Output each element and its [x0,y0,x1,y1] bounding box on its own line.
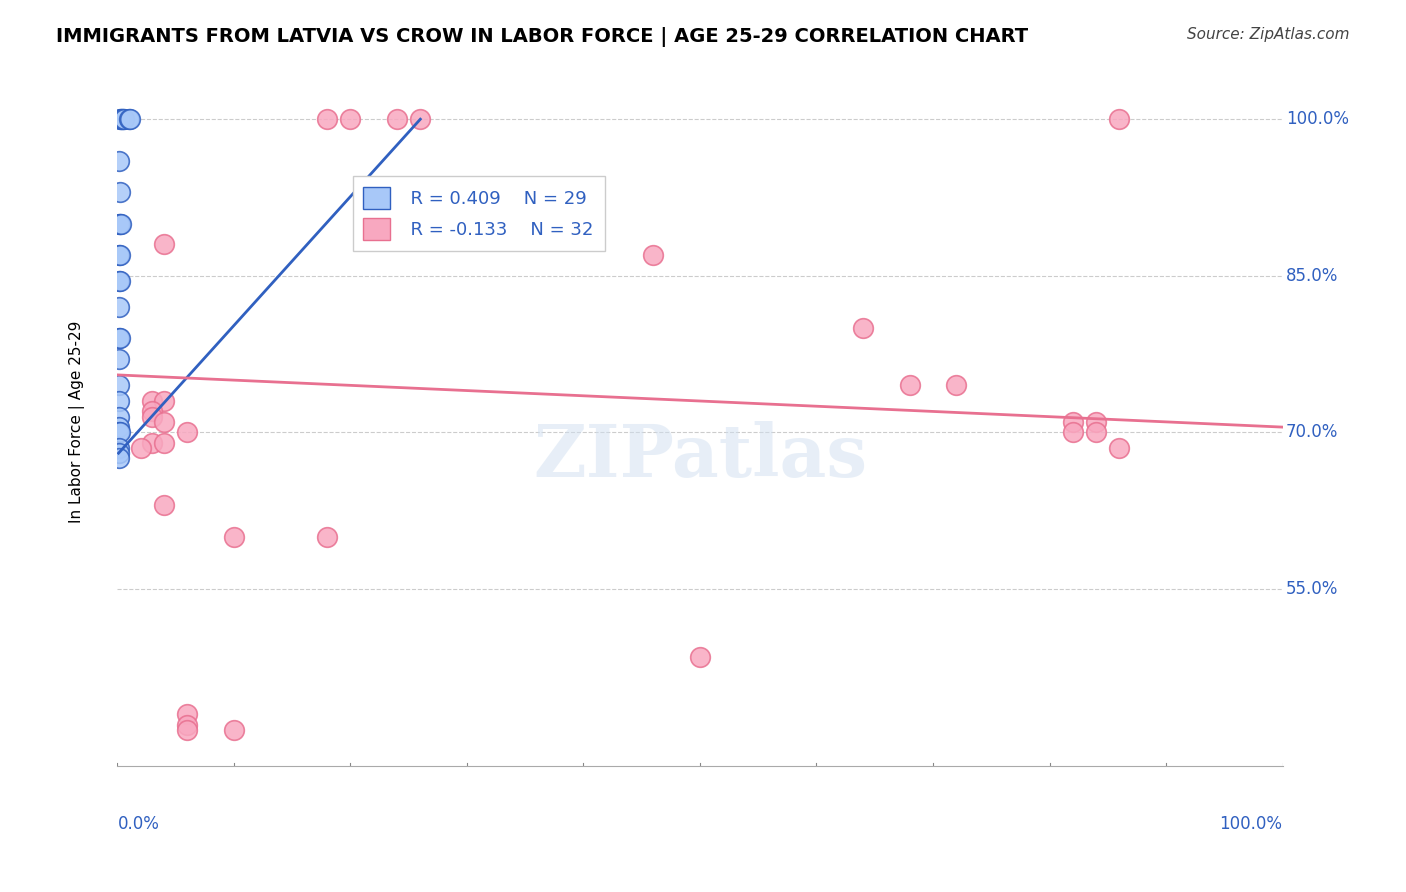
Point [129,441,152,455]
Text: 100.0%: 100.0% [1286,111,1348,128]
Point [108,217,131,231]
Point [108,186,131,200]
Point [107,378,129,392]
Point [107,420,129,434]
Legend:   R = 0.409    N = 29,   R = -0.133    N = 32: R = 0.409 N = 29, R = -0.133 N = 32 [353,176,605,251]
Point [176,425,198,440]
Point [107,352,129,367]
Point [107,300,129,314]
Point [107,217,129,231]
Point [120,112,142,127]
Point [107,153,129,168]
Point [898,378,921,392]
Text: IMMIGRANTS FROM LATVIA VS CROW IN LABOR FORCE | AGE 25-29 CORRELATION CHART: IMMIGRANTS FROM LATVIA VS CROW IN LABOR … [56,27,1028,46]
Point [689,649,711,664]
Point [153,237,176,252]
Point [110,217,132,231]
Point [108,112,131,127]
Point [141,409,163,424]
Point [1085,425,1108,440]
Point [110,112,132,127]
Point [222,530,245,544]
Point [385,112,408,127]
Point [108,274,131,288]
Point [112,112,135,127]
Point [1062,415,1084,429]
Point [112,112,135,127]
Point [1062,425,1084,440]
Point [1108,441,1130,455]
Point [111,112,134,127]
Point [176,717,198,731]
Point [153,435,176,450]
Point [107,441,129,455]
Text: 70.0%: 70.0% [1286,424,1339,442]
Point [107,248,129,262]
Text: 100.0%: 100.0% [1219,814,1282,832]
Text: 85.0%: 85.0% [1286,267,1339,285]
Point [141,435,163,450]
Point [107,331,129,345]
Point [107,425,129,440]
Point [176,707,198,722]
Text: 55.0%: 55.0% [1286,580,1339,598]
Point [1108,112,1130,127]
Point [107,451,129,466]
Point [108,425,131,440]
Point [153,499,176,513]
Point [222,723,245,737]
Point [643,248,665,262]
Point [107,394,129,409]
Text: ZIPatlas: ZIPatlas [533,421,868,491]
Point [153,415,176,429]
Point [153,394,176,409]
Text: Source: ZipAtlas.com: Source: ZipAtlas.com [1187,27,1350,42]
Text: 0.0%: 0.0% [117,814,159,832]
Point [316,112,339,127]
Point [409,112,432,127]
Point [176,723,198,737]
Point [141,404,163,418]
Point [339,112,361,127]
Point [107,409,129,424]
Point [141,394,163,409]
Point [118,112,141,127]
Point [316,530,339,544]
Point [108,331,131,345]
Point [107,274,129,288]
Point [107,446,129,460]
Point [108,248,131,262]
Point [945,378,967,392]
Point [852,321,875,335]
Text: In Labor Force | Age 25-29: In Labor Force | Age 25-29 [69,321,84,523]
Point [1085,415,1108,429]
